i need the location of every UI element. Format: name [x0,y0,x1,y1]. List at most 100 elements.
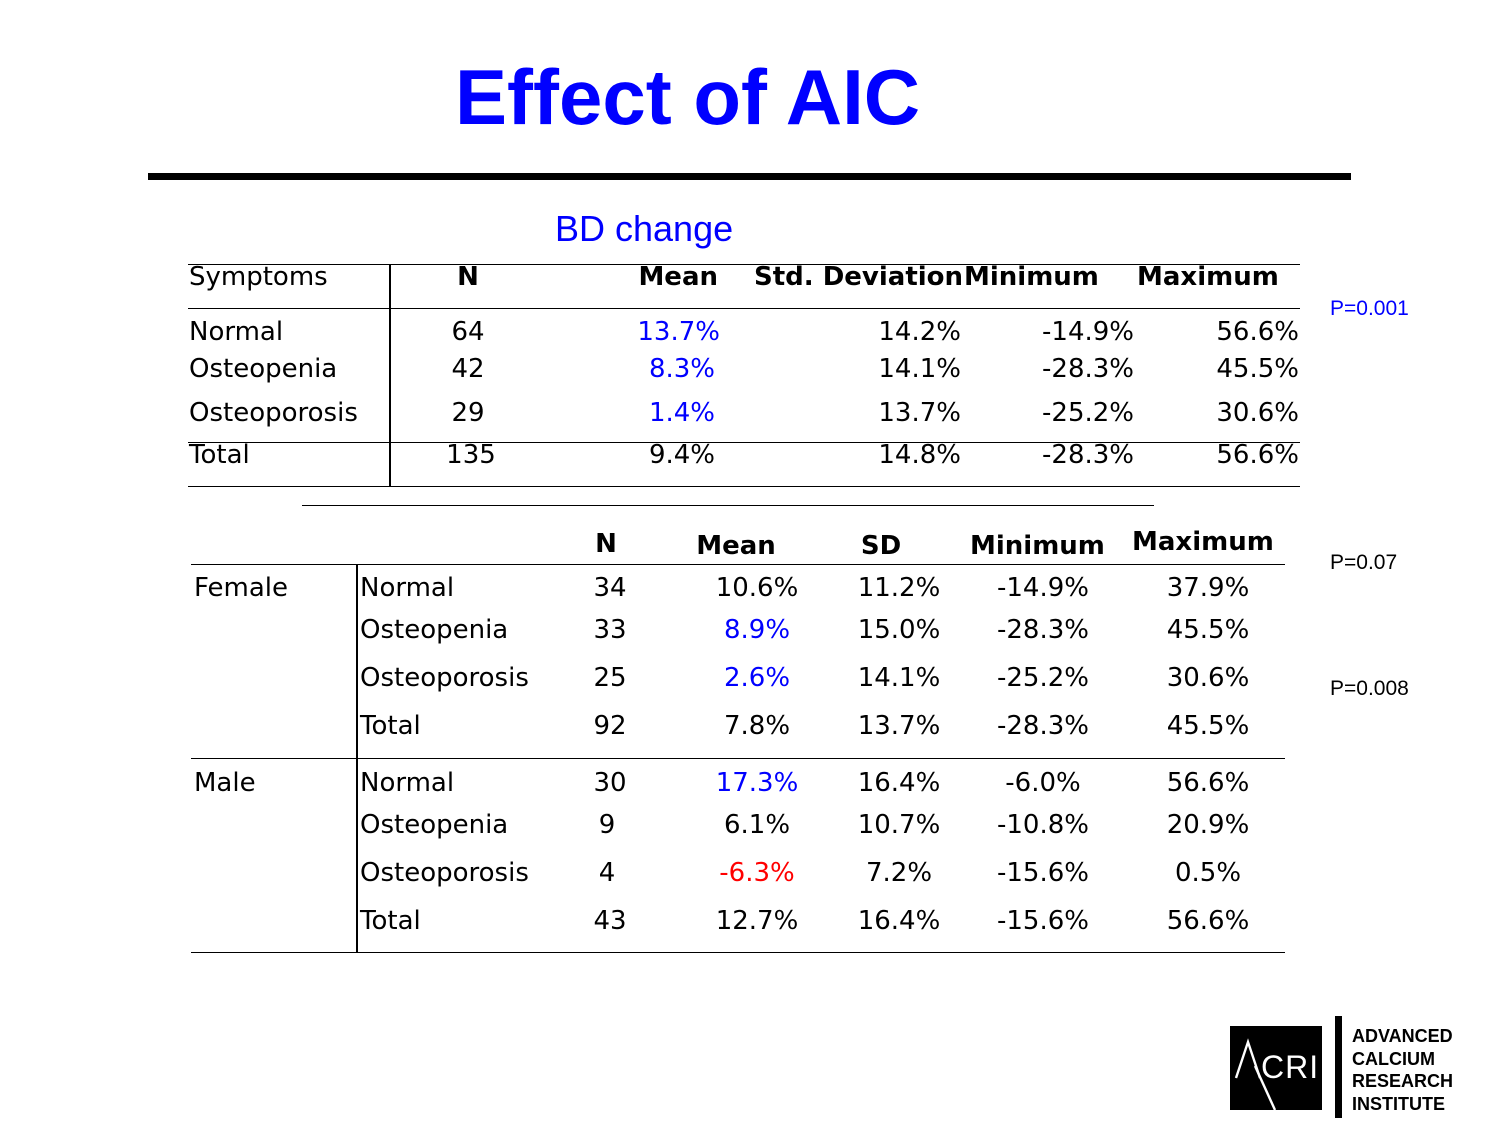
row-n: 4 [598,858,616,888]
institute-name-line: INSTITUTE [1352,1093,1445,1114]
row-min: -15.6% [997,858,1089,888]
institute-name-line: RESEARCH [1352,1071,1454,1091]
row-mean: 10.6% [715,573,799,603]
table2-group-rule [191,758,1285,759]
logo-divider [1335,1016,1342,1118]
row-label: Osteoporosis [360,663,529,693]
row-mean: 17.3% [715,768,799,798]
row-max: 56.6% [1166,768,1250,798]
row-mean: 8.3% [648,354,715,384]
row-label: Osteoporosis [360,858,529,888]
row-mean: -6.3% [719,858,795,888]
group-label-female: Female [194,573,289,603]
row-min: -6.0% [1005,768,1081,798]
table2-header-rule [191,564,1285,565]
row-max: 30.6% [1166,663,1250,693]
slide-title: Effect of AIC [455,53,921,141]
row-min: -28.3% [1042,440,1134,470]
row-sd: 14.8% [878,440,961,470]
row-n: 30 [593,768,627,798]
row-label: Total [360,906,421,936]
table2-column-divider [356,564,358,953]
acri-mark-text: CRI [1261,1049,1319,1085]
table1-total-rule [188,442,1300,443]
row-min: -10.8% [997,810,1089,840]
row-min: -28.3% [1042,354,1134,384]
row-n: 33 [593,615,627,645]
row-max: 37.9% [1166,573,1250,603]
row-label: Total [189,440,250,470]
row-max: 20.9% [1166,810,1250,840]
row-max: 45.5% [1216,354,1299,384]
institute-name: ADVANCED CALCIUM RESEARCH INSTITUTE [1352,1025,1453,1115]
row-label: Normal [360,573,455,603]
row-sd: 14.2% [878,317,961,347]
row-n: 29 [451,398,485,428]
table1-header-symptoms: Symptoms [189,262,328,292]
row-sd: 15.0% [857,615,941,645]
row-n: 92 [593,711,627,741]
row-n: 9 [598,810,616,840]
title-divider [148,173,1351,180]
table-subtitle: BD change [555,208,734,249]
table1-header-rule [188,308,1300,309]
row-max: 45.5% [1166,615,1250,645]
row-mean: 2.6% [723,663,791,693]
pvalue-male: P=0.008 [1330,677,1409,700]
row-sd: 10.7% [857,810,941,840]
group-label-male: Male [194,768,256,798]
row-min: -28.3% [997,615,1089,645]
table1-header-max: Maximum [1137,262,1279,292]
row-min: -14.9% [1042,317,1134,347]
row-n: 64 [451,317,485,347]
row-max: 56.6% [1166,906,1250,936]
row-sd: 16.4% [857,768,941,798]
table2-header-sd: SD [860,531,902,561]
row-mean: 9.4% [648,440,715,470]
institute-name-line: ADVANCED [1352,1026,1453,1046]
table1-column-divider [389,264,391,487]
row-sd: 7.2% [865,858,933,888]
row-sd: 14.1% [878,354,961,384]
table1-top-rule [188,264,1300,265]
table1-bottom-rule [188,486,1300,487]
row-n: 135 [446,440,496,470]
acri-mark-icon: CRI [1234,1038,1319,1111]
row-min: -25.2% [997,663,1089,693]
row-label: Normal [189,317,284,347]
row-sd: 16.4% [857,906,941,936]
row-max: 30.6% [1216,398,1299,428]
row-min: -15.6% [997,906,1089,936]
table2-header-max: Maximum [1132,527,1274,557]
row-label: Osteopenia [189,354,338,384]
row-sd: 13.7% [878,398,961,428]
row-sd: 11.2% [857,573,941,603]
table2-header-min: Minimum [970,531,1105,561]
row-min: -28.3% [997,711,1089,741]
table1-header-min: Minimum [964,262,1099,292]
pvalue-female: P=0.07 [1330,551,1398,574]
row-sd: 14.1% [857,663,941,693]
pvalue-symptoms: P=0.001 [1330,297,1409,320]
row-min: -25.2% [1042,398,1134,428]
table2-bottom-rule [191,952,1285,953]
row-label: Osteoporosis [189,398,358,428]
table1-header-mean: Mean [638,262,718,292]
row-min: -14.9% [997,573,1089,603]
table1-header-n: N [457,262,479,292]
row-max: 56.6% [1216,317,1299,347]
table2-header-mean: Mean [696,531,776,561]
acri-logo-mark: CRI [1230,1026,1322,1111]
row-max: 45.5% [1166,711,1250,741]
row-label: Osteopenia [360,810,509,840]
row-n: 42 [451,354,485,384]
row-mean: 13.7% [637,317,720,347]
row-label: Total [360,711,421,741]
row-mean: 1.4% [648,398,715,428]
row-sd: 13.7% [857,711,941,741]
table1-header-sd: Std. Deviation [754,262,964,292]
row-label: Osteopenia [360,615,509,645]
row-n: 34 [593,573,627,603]
row-label: Normal [360,768,455,798]
row-mean: 8.9% [723,615,791,645]
